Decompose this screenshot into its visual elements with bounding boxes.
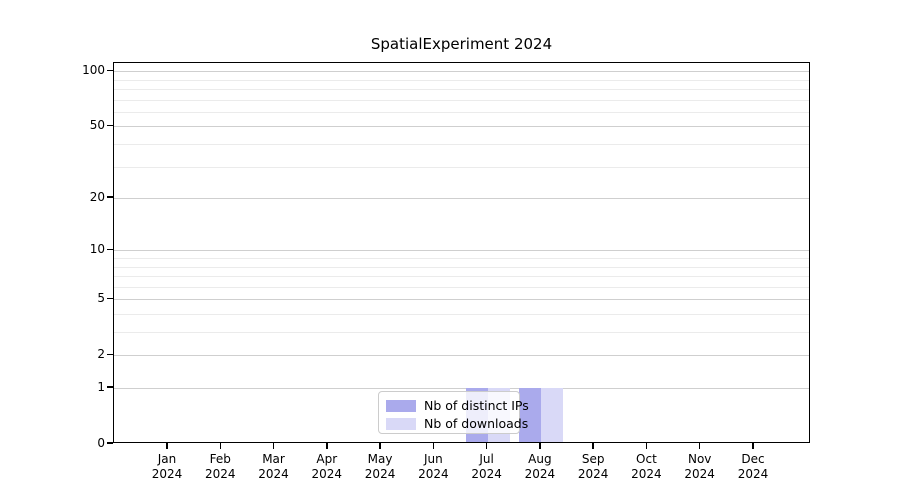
legend-swatch-downloads (386, 417, 416, 430)
x-tick-mark-oct (645, 443, 648, 449)
x-tick-label-sep: Sep 2024 (577, 452, 609, 481)
x-tick-label-may: May 2024 (364, 452, 396, 481)
gridline-2 (114, 355, 809, 357)
legend-label-downloads: Nb of downloads (424, 416, 529, 431)
legend-label-distinct-ips: Nb of distinct IPs (424, 398, 529, 413)
gridline-40 (114, 144, 809, 146)
x-tick-label-jul: Jul 2024 (471, 452, 502, 481)
y-tick-mark-5 (107, 297, 113, 299)
x-tick-mark-dec (752, 443, 754, 449)
x-tick-label-mar: Mar 2024 (258, 452, 289, 481)
legend-swatch-distinct-ips (386, 399, 416, 412)
gridline-60 (114, 111, 809, 113)
y-tick-mark-10 (107, 248, 113, 250)
x-tick-mark-apr (326, 443, 328, 449)
gridline-80 (114, 89, 809, 91)
x-tick-label-aug: Aug 2024 (524, 452, 556, 481)
gridline-6 (114, 286, 809, 288)
legend: Nb of distinct IPs Nb of downloads (378, 391, 529, 434)
y-tick-mark-100 (107, 69, 113, 71)
x-tick-mark-aug (539, 443, 541, 449)
legend-row-downloads: Nb of downloads (386, 415, 528, 432)
x-tick-mark-mar (272, 443, 275, 449)
y-tick-label-1: 1 (97, 380, 105, 394)
gridline-100 (114, 71, 809, 73)
y-tick-label-0: 0 (97, 436, 105, 450)
gridline-70 (114, 99, 809, 101)
x-tick-mark-may (379, 443, 381, 449)
gridline-7 (114, 276, 809, 278)
x-tick-mark-nov (699, 443, 701, 449)
x-tick-label-dec: Dec 2024 (737, 452, 769, 481)
bar-aug-downloads (540, 388, 563, 442)
gridline-8 (114, 266, 809, 268)
gridline-10 (114, 250, 809, 252)
x-tick-mark-jan (166, 443, 168, 449)
legend-row-distinct-ips: Nb of distinct IPs (386, 397, 529, 414)
gridline-4 (114, 313, 809, 315)
gridline-5 (114, 299, 809, 301)
y-tick-mark-20 (107, 196, 113, 198)
x-tick-label-oct: Oct 2024 (631, 452, 662, 481)
y-tick-mark-0 (107, 442, 113, 444)
gridline-9 (114, 258, 809, 259)
y-tick-mark-50 (107, 124, 113, 127)
y-tick-label-50: 50 (89, 118, 105, 133)
y-tick-label-5: 5 (97, 291, 105, 306)
x-tick-label-jun: Jun 2024 (418, 452, 449, 481)
bar-aug-distinct-ips (518, 388, 541, 442)
y-tick-label-2: 2 (97, 347, 105, 362)
y-tick-label-10: 10 (89, 242, 105, 257)
x-tick-label-feb: Feb 2024 (204, 452, 236, 481)
x-tick-label-jan: Jan 2024 (151, 452, 183, 481)
gridline-3 (114, 332, 809, 334)
x-tick-mark-feb (219, 443, 221, 449)
gridline-20 (114, 198, 809, 200)
plot-area (113, 62, 810, 443)
x-tick-mark-jun (432, 443, 435, 449)
y-tick-label-100: 100 (82, 63, 105, 78)
gridline-50 (114, 126, 809, 128)
y-tick-mark-1 (107, 386, 113, 388)
gridline-1 (114, 388, 809, 389)
x-tick-label-apr: Apr 2024 (311, 452, 343, 481)
x-tick-mark-jul (485, 443, 488, 449)
y-tick-label-20: 20 (89, 190, 105, 205)
y-tick-mark-2 (107, 353, 113, 355)
chart-title: SpatialExperiment 2024 (370, 35, 553, 53)
gridline-90 (114, 79, 809, 81)
gridline-30 (114, 166, 809, 168)
x-tick-mark-sep (592, 443, 594, 449)
x-tick-label-nov: Nov 2024 (684, 452, 715, 481)
